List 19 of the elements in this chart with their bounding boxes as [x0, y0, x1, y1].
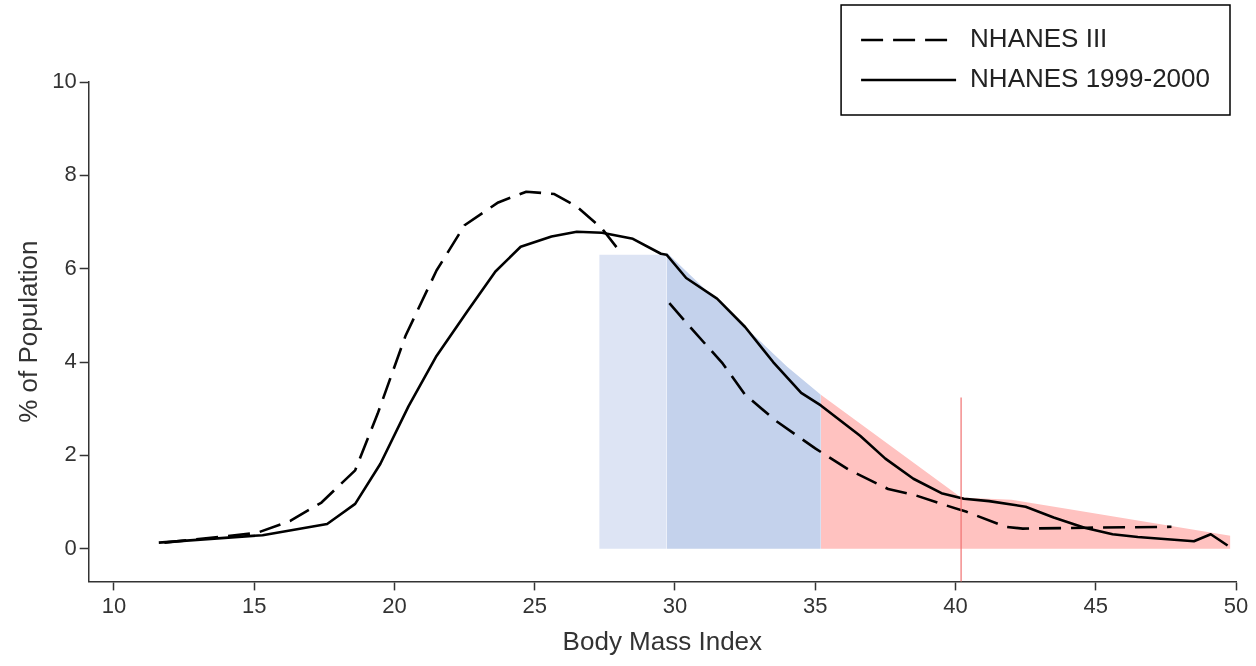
x-tick-label: 50	[1223, 592, 1249, 618]
y-tick-label: 6	[64, 254, 77, 280]
x-tick-label: 10	[101, 592, 127, 618]
x-axis-title: Body Mass Index	[562, 625, 763, 656]
x-tick-label: 45	[1083, 592, 1108, 618]
x-tick-label: 40	[943, 592, 968, 618]
y-tick-label: 8	[64, 161, 77, 187]
y-axis-title: % of Population	[12, 240, 43, 423]
x-tick-label: 30	[662, 592, 688, 618]
y-tick-label: 10	[52, 68, 77, 94]
x-tick-label: 25	[522, 592, 547, 618]
x-tick-label: 35	[802, 592, 828, 618]
legend-label: NHANES 1999-2000	[970, 63, 1211, 94]
x-tick-label: 15	[241, 592, 267, 618]
x-tick-label: 20	[382, 592, 407, 618]
y-tick-label: 0	[64, 534, 77, 560]
y-tick-label: 4	[64, 348, 77, 374]
y-tick-label: 2	[64, 441, 77, 467]
legend-label: NHANES III	[970, 23, 1108, 54]
